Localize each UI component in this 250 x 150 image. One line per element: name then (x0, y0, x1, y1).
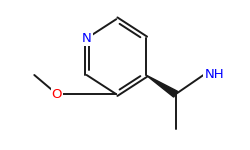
Polygon shape (146, 75, 178, 97)
Text: NH: NH (204, 69, 224, 81)
Text: O: O (52, 88, 62, 101)
Text: N: N (82, 32, 92, 45)
